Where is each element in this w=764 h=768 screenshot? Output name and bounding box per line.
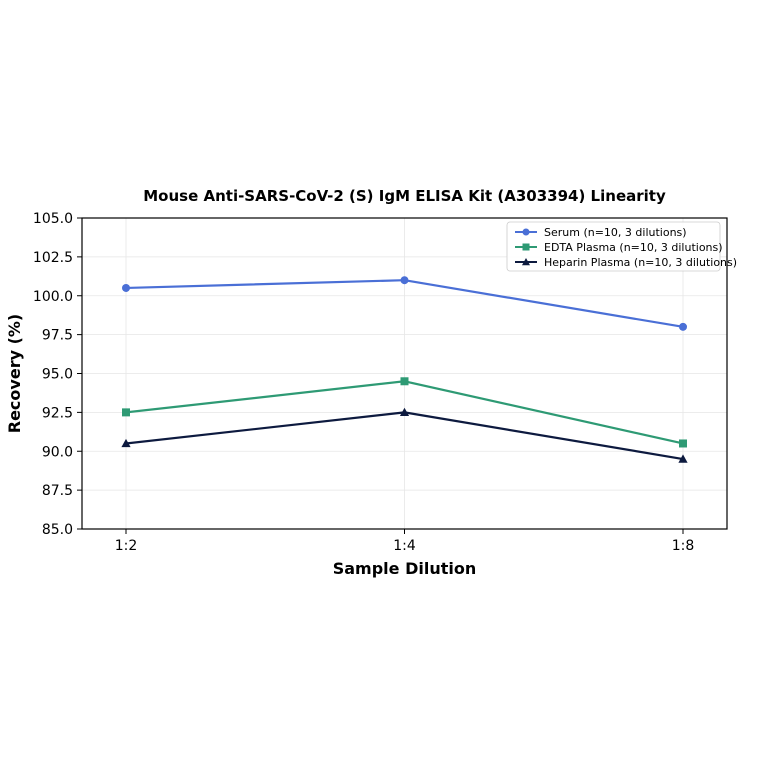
legend-item: Serum (n=10, 3 dilutions) — [515, 226, 687, 239]
series-group — [121, 276, 688, 463]
legend-marker — [522, 228, 530, 236]
data-point — [122, 408, 130, 417]
legend-item: Heparin Plasma (n=10, 3 dilutions) — [515, 256, 737, 269]
y-tick-label: 92.5 — [42, 405, 73, 421]
y-tick-label: 100.0 — [33, 289, 73, 305]
data-point — [121, 438, 131, 448]
data-point — [679, 322, 687, 331]
x-tick-label: 1:4 — [393, 538, 416, 554]
y-tick-label: 95.0 — [42, 367, 73, 383]
series-1 — [122, 276, 687, 331]
legend-box — [506, 221, 721, 272]
y-tick-label: 90.0 — [42, 444, 73, 460]
y-tick-label: 105.0 — [33, 211, 73, 227]
legend-item: EDTA Plasma (n=10, 3 dilutions) — [515, 241, 723, 254]
y-tick-label: 97.5 — [42, 328, 73, 344]
data-point — [400, 276, 409, 285]
chart-title: Mouse Anti-SARS-CoV-2 (S) IgM ELISA Kit … — [143, 187, 666, 205]
legend: Serum (n=10, 3 dilutions) EDTA Plasma (n=… — [506, 221, 737, 272]
data-point — [679, 439, 687, 448]
x-axis-label: Sample Dilution — [333, 559, 477, 578]
legend-label: EDTA Plasma (n=10, 3 dilutions) — [544, 241, 723, 254]
x-tick-label: 1:2 — [115, 538, 138, 554]
y-tick-label: 87.5 — [42, 483, 73, 499]
data-point — [400, 377, 409, 386]
series-3 — [121, 407, 688, 463]
series-2 — [122, 377, 687, 448]
y-tick-label: 85.0 — [42, 522, 73, 538]
data-point — [122, 283, 130, 292]
x-tick-label: 1:8 — [672, 538, 695, 554]
legend-marker — [522, 243, 530, 251]
legend-marker — [521, 257, 531, 266]
y-tick-label: 102.5 — [33, 250, 73, 266]
data-point — [678, 454, 688, 463]
data-point — [399, 407, 410, 417]
legend-label: Heparin Plasma (n=10, 3 dilutions) — [544, 256, 737, 269]
legend-label: Serum (n=10, 3 dilutions) — [544, 226, 687, 239]
y-axis-label: Recovery (%) — [5, 314, 24, 433]
axis-ticks: 85.0 87.5 90.0 92.5 95.0 97.5 100.0 102.5 105.0 1… — [33, 211, 694, 554]
